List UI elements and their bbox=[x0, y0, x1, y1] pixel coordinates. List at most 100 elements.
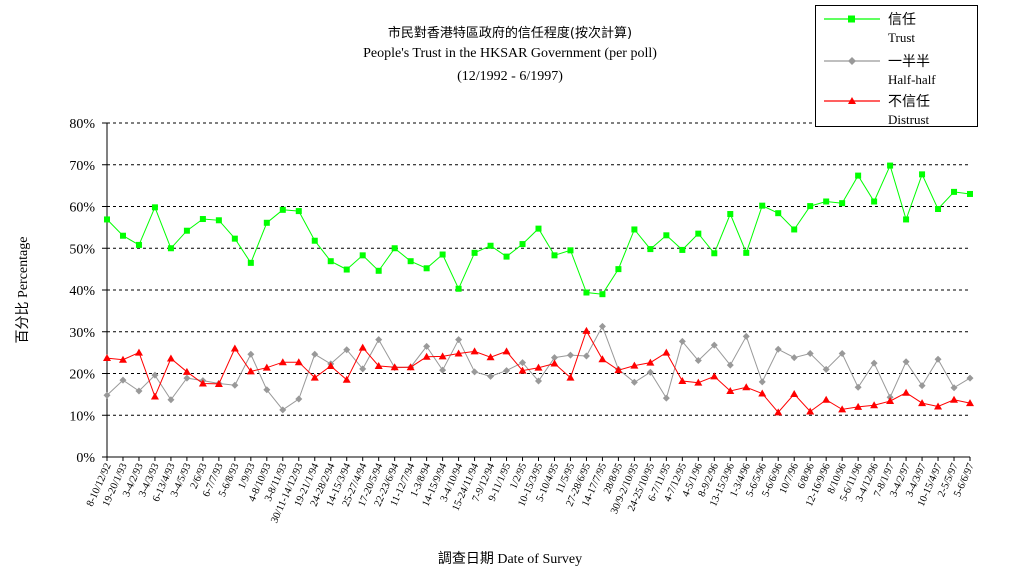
data-point-distrust bbox=[614, 366, 623, 374]
data-point-half-half bbox=[806, 349, 814, 357]
data-point-distrust bbox=[726, 387, 735, 395]
data-point-half-half bbox=[103, 391, 111, 399]
data-point-distrust bbox=[262, 363, 271, 371]
data-point-trust bbox=[247, 259, 254, 266]
data-point-distrust bbox=[278, 358, 287, 366]
data-point-distrust bbox=[374, 361, 383, 369]
y-tick-label: 40% bbox=[69, 284, 95, 299]
data-point-trust bbox=[487, 242, 494, 249]
data-point-distrust bbox=[662, 348, 671, 356]
data-point-distrust bbox=[806, 407, 815, 415]
data-point-distrust bbox=[198, 379, 207, 387]
data-point-half-half bbox=[854, 383, 862, 391]
chart-subtitle: People's Trust in the HKSAR Government (… bbox=[363, 46, 657, 61]
data-point-distrust bbox=[310, 373, 319, 381]
data-point-distrust bbox=[134, 348, 143, 356]
data-point-distrust bbox=[918, 399, 927, 407]
data-point-half-half bbox=[311, 350, 319, 358]
data-point-trust bbox=[823, 198, 830, 205]
data-point-distrust bbox=[950, 395, 959, 403]
data-point-distrust bbox=[742, 383, 751, 391]
data-point-trust bbox=[215, 217, 222, 224]
data-point-distrust bbox=[534, 363, 543, 371]
data-point-half-half bbox=[503, 367, 511, 375]
data-point-distrust bbox=[886, 397, 895, 405]
data-point-half-half bbox=[678, 337, 686, 345]
y-tick-label: 30% bbox=[69, 326, 95, 341]
y-tick-label: 50% bbox=[69, 242, 95, 257]
y-tick-label: 60% bbox=[69, 201, 95, 216]
data-point-half-half bbox=[710, 341, 718, 349]
data-point-trust bbox=[167, 245, 174, 252]
data-point-trust bbox=[887, 162, 894, 169]
data-point-distrust bbox=[294, 358, 303, 366]
data-point-half-half bbox=[359, 365, 367, 373]
y-tick-label: 80% bbox=[69, 117, 95, 132]
data-point-half-half bbox=[822, 365, 830, 373]
data-point-distrust bbox=[630, 361, 639, 369]
data-point-distrust bbox=[438, 352, 447, 360]
data-point-distrust bbox=[326, 361, 335, 369]
data-point-half-half bbox=[183, 374, 191, 382]
data-point-trust bbox=[743, 249, 750, 256]
data-point-half-half bbox=[598, 322, 606, 330]
data-point-distrust bbox=[358, 343, 367, 351]
data-point-trust bbox=[311, 237, 318, 244]
data-point-trust bbox=[791, 226, 798, 233]
data-point-trust bbox=[647, 246, 654, 253]
data-point-half-half bbox=[934, 355, 942, 363]
chart-date-range: (12/1992 - 6/1997) bbox=[457, 69, 563, 84]
data-point-half-half bbox=[550, 354, 558, 362]
data-point-distrust bbox=[150, 392, 159, 400]
data-point-trust bbox=[535, 225, 542, 232]
legend-item-distrust: 不信任 Distrust bbox=[816, 91, 977, 131]
data-point-trust bbox=[615, 266, 622, 273]
legend-trust-marker bbox=[824, 15, 880, 23]
data-point-half-half bbox=[439, 366, 447, 374]
data-point-trust bbox=[951, 188, 958, 195]
data-point-distrust bbox=[758, 389, 767, 397]
data-point-half-half bbox=[167, 396, 175, 404]
data-point-half-half bbox=[535, 377, 542, 385]
y-tick-label: 70% bbox=[69, 159, 95, 174]
data-point-half-half bbox=[343, 346, 351, 354]
data-point-trust bbox=[391, 245, 398, 252]
data-point-half-half bbox=[662, 394, 670, 402]
data-point-distrust bbox=[710, 372, 719, 380]
data-point-distrust bbox=[854, 402, 863, 410]
data-point-trust bbox=[407, 258, 414, 265]
data-point-trust bbox=[663, 232, 670, 239]
data-point-trust bbox=[935, 206, 942, 213]
data-point-trust bbox=[919, 171, 926, 178]
data-point-trust bbox=[679, 246, 686, 253]
data-point-half-half bbox=[966, 374, 974, 382]
data-point-trust bbox=[375, 267, 382, 274]
data-point-trust bbox=[599, 291, 606, 298]
data-point-half-half bbox=[566, 351, 574, 359]
data-point-distrust bbox=[694, 378, 703, 386]
data-point-trust bbox=[455, 285, 462, 292]
data-point-trust bbox=[135, 241, 142, 248]
data-point-trust bbox=[519, 241, 526, 248]
data-point-distrust bbox=[406, 363, 415, 371]
data-point-half-half bbox=[263, 386, 271, 394]
x-axis-label: 調查日期 Date of Survey bbox=[437, 552, 583, 567]
legend-distrust-label-en: Distrust bbox=[888, 112, 930, 127]
legend-distrust-marker bbox=[824, 97, 880, 104]
data-point-half-half bbox=[630, 378, 638, 386]
series-line-distrust bbox=[106, 329, 971, 414]
data-point-trust bbox=[183, 227, 190, 234]
data-point-distrust bbox=[470, 347, 479, 355]
data-point-trust bbox=[695, 230, 702, 237]
data-point-half-half bbox=[918, 382, 926, 390]
legend-item-half-half: 一半半 Half-half bbox=[816, 51, 977, 91]
data-point-trust bbox=[104, 216, 110, 223]
data-point-trust bbox=[567, 247, 574, 254]
data-point-trust bbox=[439, 251, 446, 258]
data-point-trust bbox=[279, 206, 286, 213]
data-point-trust bbox=[903, 216, 910, 223]
legend-trust-label-en: Trust bbox=[888, 30, 915, 45]
data-point-trust bbox=[631, 226, 638, 233]
data-point-trust bbox=[775, 210, 782, 217]
data-point-trust bbox=[759, 202, 766, 209]
